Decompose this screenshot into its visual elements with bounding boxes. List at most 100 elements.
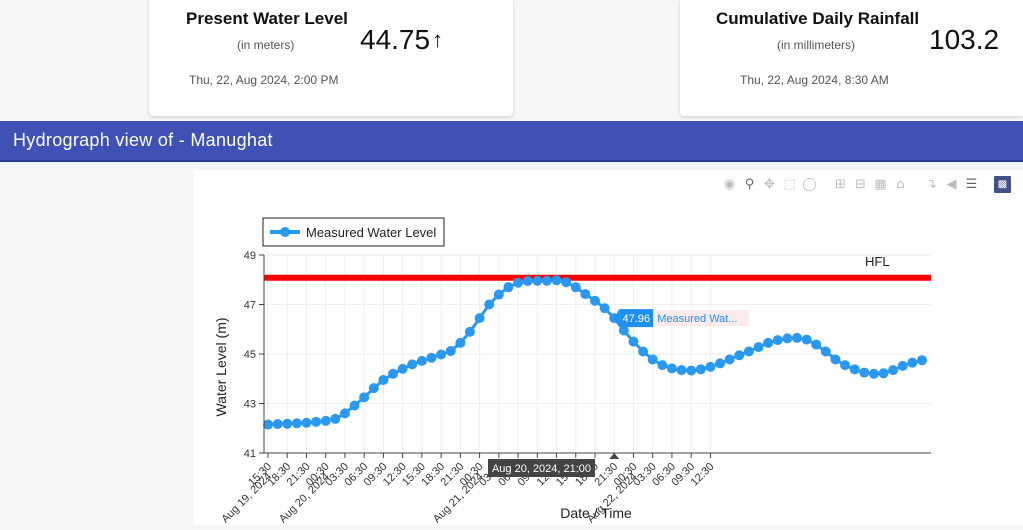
data-point [263, 419, 273, 430]
hover-series-label: Measured Wat... [657, 313, 737, 325]
card-title: Cumulative Daily Rainfall [716, 9, 920, 28]
data-point [859, 367, 870, 378]
data-point [339, 408, 350, 419]
data-point [561, 277, 572, 288]
y-tick-label: 43 [244, 399, 256, 411]
data-point [907, 357, 918, 368]
legend-entry: Measured Water Level [306, 225, 436, 240]
hover-closest-icon[interactable]: ◀ [946, 177, 957, 192]
data-point [464, 326, 475, 337]
data-point [570, 282, 581, 293]
data-point [888, 365, 899, 376]
data-point [868, 368, 879, 379]
data-point [705, 361, 716, 372]
data-point [830, 354, 841, 365]
data-point [541, 275, 552, 286]
hfl-reference: HFL [264, 254, 931, 281]
data-point [484, 299, 495, 310]
zoom-in-icon[interactable]: ⊞ [835, 177, 846, 192]
data-point [532, 275, 543, 286]
data-point [320, 415, 331, 426]
data-point [917, 355, 927, 366]
data-point [878, 368, 889, 379]
data-point [753, 342, 764, 353]
data-point [666, 363, 677, 374]
reset-axes-icon[interactable]: ⌂ [896, 177, 905, 192]
y-tick-label: 41 [244, 448, 256, 460]
modebar: ◉ ⚲ ✥ ⬚ ◯ ⊞ ⊟ ▦ ⌂ ↴ ◀ ☰ ▩ [721, 176, 1011, 194]
y-axis: 41 43 45 47 49 [244, 250, 265, 460]
data-point [580, 289, 591, 300]
x-axis-title: Date / Time [560, 505, 632, 521]
data-point [397, 363, 408, 374]
data-point [590, 295, 600, 306]
lasso-icon[interactable]: ◯ [802, 177, 817, 192]
data-point [416, 355, 427, 366]
hover-compare-icon[interactable]: ☰ [965, 177, 978, 192]
hover-x-box [488, 459, 595, 477]
data-point [359, 392, 370, 403]
data-point [513, 277, 524, 288]
card-title: Present Water Level [186, 9, 348, 28]
data-point [811, 339, 822, 350]
pan-icon[interactable]: ✥ [764, 177, 775, 192]
data-point [436, 349, 447, 360]
data-point [272, 419, 283, 430]
data-point [734, 350, 745, 361]
hover-value-box [619, 309, 654, 328]
data-point [311, 416, 322, 427]
data-point [676, 365, 687, 376]
data-point [849, 364, 860, 375]
data-point [686, 365, 697, 376]
data-point [763, 337, 774, 348]
plotly-logo-icon[interactable]: ▩ [994, 176, 1011, 193]
rainfall-card: Cumulative Daily Rainfall (in millimeter… [680, 0, 1023, 116]
data-point [368, 383, 379, 394]
y-tick-label: 47 [244, 300, 256, 312]
data-point [282, 418, 293, 429]
data-point [897, 360, 908, 371]
chart-panel: ◉ ⚲ ✥ ⬚ ◯ ⊞ ⊟ ▦ ⌂ ↴ ◀ ☰ ▩ HFL 41 43 45 47 49… [194, 170, 1023, 525]
value-text: 44.75 [360, 24, 431, 55]
card-timestamp: Thu, 22, Aug 2024, 2:00 PM [189, 73, 339, 87]
data-point [301, 417, 312, 428]
zoom-icon[interactable]: ⚲ [744, 177, 755, 192]
legend[interactable]: Measured Water Level [262, 217, 445, 247]
card-unit: (in millimeters) [777, 38, 855, 52]
hover-x-label: Aug 20, 2024, 21:00 [492, 463, 591, 475]
data-point [782, 333, 793, 344]
zoom-out-icon[interactable]: ⊟ [855, 177, 866, 192]
hover-x-pointer [609, 453, 620, 459]
data-point [820, 346, 831, 357]
data-point [657, 360, 668, 371]
data-point [349, 400, 360, 411]
data-point [551, 275, 562, 286]
autoscale-icon[interactable]: ▦ [874, 177, 887, 192]
data-point [743, 346, 754, 357]
data-point [445, 346, 456, 357]
hover-tooltip: 47.96 Measured Wat... Aug 20, 2024, 21:00 [488, 309, 750, 477]
data-point [791, 332, 802, 343]
data-point [474, 313, 485, 324]
hydrograph-banner: Hydrograph view of - Manughat [0, 121, 1023, 162]
box-select-icon[interactable]: ⬚ [783, 177, 796, 192]
data-point [388, 368, 399, 379]
hfl-label: HFL [865, 254, 890, 269]
data-point [503, 282, 514, 293]
data-point [724, 354, 735, 365]
y-tick-label: 49 [244, 250, 256, 262]
data-point [647, 354, 658, 365]
card-unit: (in meters) [237, 38, 295, 52]
hover-pointer [614, 309, 620, 328]
spike-lines-icon[interactable]: ↴ [926, 177, 937, 192]
rainfall-value: 103.2 [929, 24, 1000, 55]
water-level-card: Present Water Level (in meters) 44.75↑ T… [149, 0, 513, 116]
data-point [801, 334, 812, 345]
grid [264, 254, 931, 454]
data-point [695, 364, 706, 375]
data-point [840, 360, 851, 371]
data-point [493, 289, 504, 300]
camera-icon[interactable]: ◉ [723, 177, 736, 192]
data-point [378, 374, 389, 385]
